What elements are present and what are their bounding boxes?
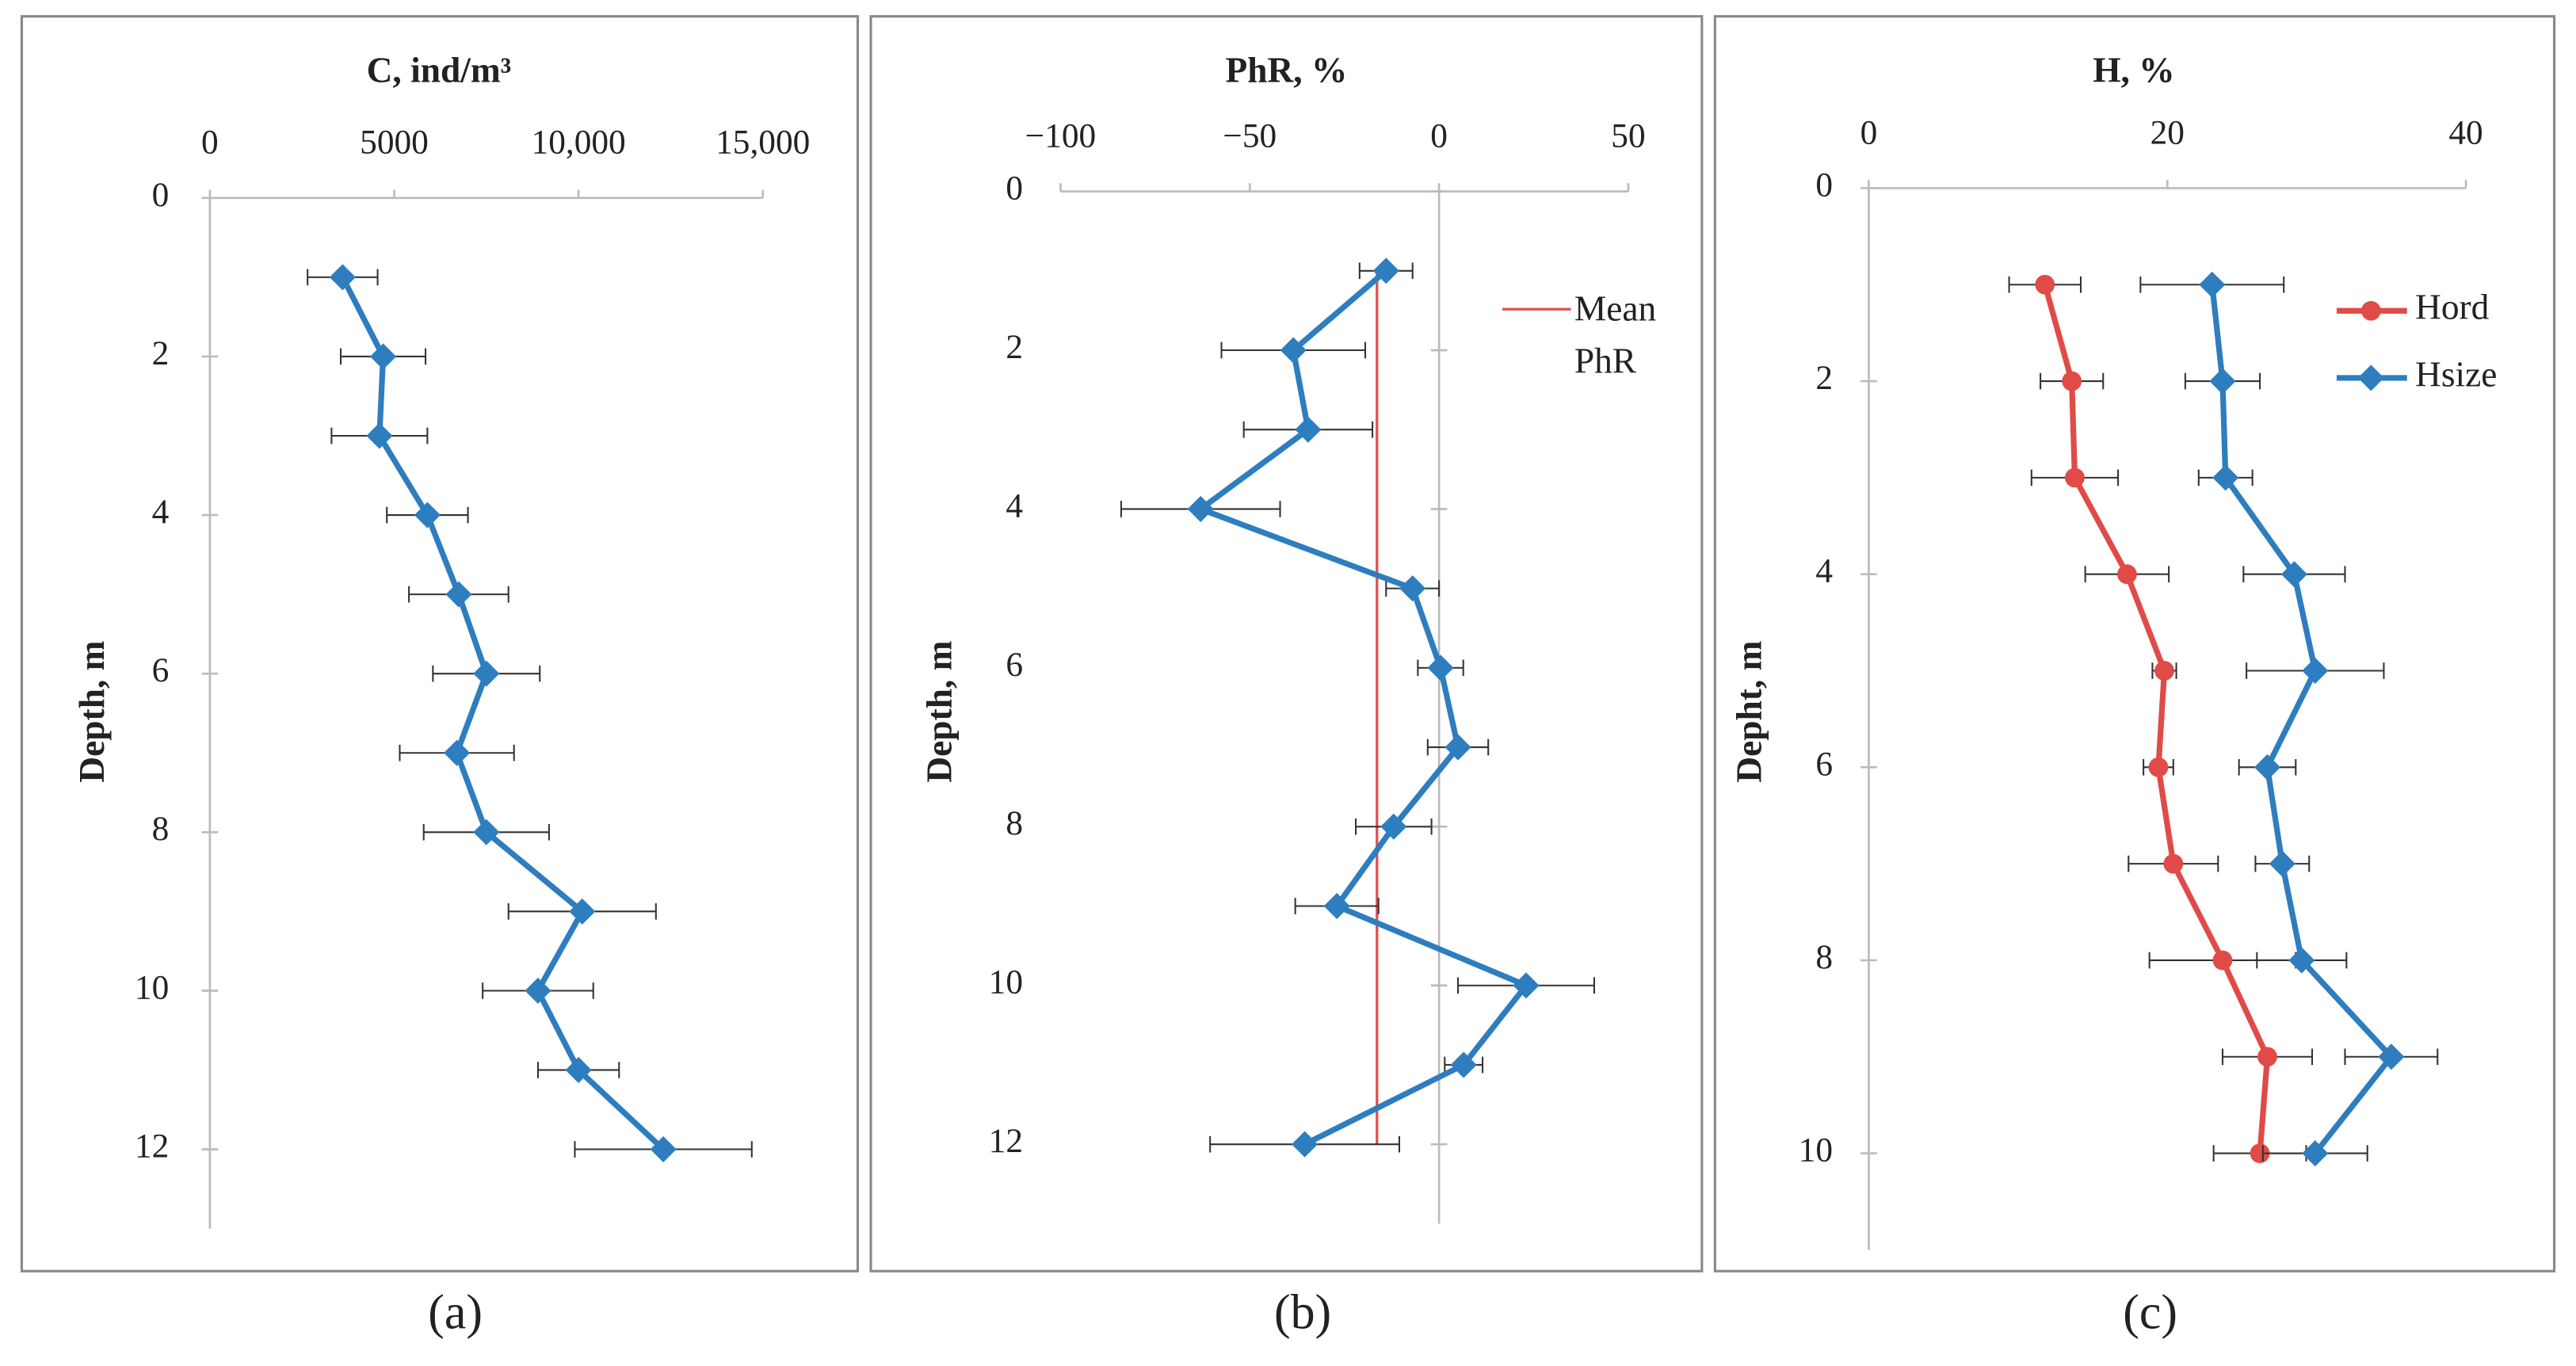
marker [2254,754,2281,780]
y-tick-label: 8 [1815,938,1833,976]
y-tick-label: 6 [1006,646,1023,684]
marker [2269,850,2296,877]
legend-label: Hord [2415,288,2490,327]
marker [1380,813,1407,840]
marker [565,1056,592,1083]
marker [2212,950,2233,971]
y-tick-label: 2 [152,334,170,372]
y-axis-title: Depth, m [72,640,112,782]
x-tick-label: −100 [1025,116,1096,155]
y-tick-label: 6 [1815,745,1833,783]
y-tick-label: 4 [152,493,170,531]
marker [1427,654,1454,681]
y-tick-label: 6 [152,651,170,689]
marker [525,977,551,1004]
marker [1292,1131,1319,1158]
y-tick-label: 12 [989,1122,1023,1160]
marker [2288,947,2315,974]
marker [2209,368,2236,395]
series-line [1197,269,1529,1147]
panel-label: (a) [428,1285,483,1339]
marker [2154,661,2174,681]
marker [1399,575,1426,602]
x-tick-label: 40 [2448,113,2483,151]
y-tick-label: 4 [1815,552,1833,590]
marker [414,502,441,528]
y-axis-title: Depht, m [1729,640,1769,782]
panel-frame [20,15,860,1273]
marker [370,343,397,370]
x-axis-title: C, ind/m³ [367,50,512,90]
y-tick-label: 2 [1006,328,1023,366]
y-axis-title: Depth, m [919,640,959,782]
marker [2065,467,2085,488]
panel-label: (b) [1274,1285,1331,1339]
y-tick-label: 8 [1006,804,1023,842]
marker [2302,657,2329,685]
y-tick-label: 2 [1815,359,1833,397]
marker [445,581,472,608]
x-tick-label: 5000 [360,124,429,162]
marker [473,660,500,687]
marker [366,422,393,449]
marker [2199,271,2226,298]
x-tick-label: −50 [1223,116,1277,155]
y-tick-label: 0 [152,176,170,214]
panel-label: (c) [2123,1285,2177,1339]
series-line [2209,284,2395,1155]
marker [2257,1047,2277,1067]
x-tick-label: 10,000 [532,124,626,162]
legend-label: Hsize [2415,354,2497,394]
series-line [340,276,666,1152]
y-tick-label: 0 [1006,170,1023,208]
marker [2357,364,2384,391]
y-tick-label: 10 [1799,1131,1833,1169]
marker [1187,495,1214,522]
legend-entry: Mean PhR [1574,288,1657,382]
x-tick-label: 0 [1430,116,1448,155]
y-tick-label: 10 [989,963,1023,1002]
marker [1513,972,1540,999]
x-axis-title: PhR, % [1225,50,1347,90]
panel-frame [1713,15,2556,1273]
panel-frame [869,15,1704,1273]
marker [2360,300,2381,321]
x-tick-label: 20 [2150,113,2185,151]
marker [2062,371,2082,391]
marker [329,264,356,291]
x-tick-label: 50 [1611,116,1645,155]
x-tick-label: 0 [1860,113,1878,151]
marker [2035,274,2055,295]
y-tick-label: 10 [135,968,169,1006]
marker [444,739,471,766]
x-tick-label: 0 [201,124,219,162]
marker [2250,1143,2270,1163]
y-tick-label: 0 [1815,166,1833,204]
legend-label: Mean PhR [1574,288,1657,382]
series-line [2042,284,2271,1154]
x-axis-title: H, % [2093,50,2174,90]
marker [2163,853,2184,874]
y-tick-label: 12 [135,1127,169,1165]
y-tick-label: 4 [1006,486,1023,525]
marker [2117,564,2137,585]
x-tick-label: 15,000 [716,124,810,162]
y-tick-label: 8 [152,810,170,848]
marker [473,818,500,845]
marker [2212,464,2239,491]
marker [1444,734,1471,761]
marker [2148,757,2169,777]
